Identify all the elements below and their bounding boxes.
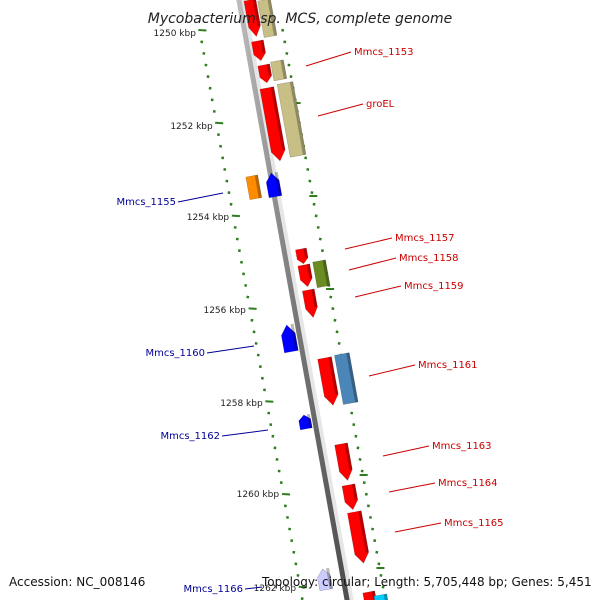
topology-text: Topology: circular; Length: 5,705,448 bp… <box>262 575 592 589</box>
gene-feature <box>245 174 263 201</box>
label-leader-line <box>317 103 364 117</box>
gene-feature <box>373 593 389 600</box>
genome-backbone <box>236 0 350 600</box>
label-leader-line <box>305 51 352 67</box>
label-leader-line <box>206 345 255 354</box>
gene-label: Mmcs_1155 <box>116 197 176 208</box>
scale-label: 1262 kbp <box>254 584 297 594</box>
gene-feature <box>347 510 369 564</box>
gene-label: Mmcs_1159 <box>404 281 464 292</box>
gene-feature <box>257 0 278 38</box>
gene-label: Mmcs_1163 <box>432 441 492 452</box>
gene-feature <box>302 288 318 319</box>
label-leader-line <box>354 285 402 298</box>
gene-label: Mmcs_1153 <box>354 47 414 58</box>
gene-label: Mmcs_1158 <box>399 253 459 264</box>
gene-feature <box>317 567 334 592</box>
scale-label: 1254 kbp <box>187 213 230 223</box>
gene-feature <box>334 352 359 405</box>
gene-feature <box>259 86 286 162</box>
gene-labels: Mmcs_1153 groEL Mmcs_1155 Mmcs_1157 Mmcs_115… <box>116 47 503 595</box>
gene-label: Mmcs_1165 <box>444 518 504 529</box>
label-leader-line <box>221 429 269 437</box>
label-leader-line <box>348 257 397 271</box>
label-leader-line <box>382 445 430 457</box>
label-leader-line <box>244 586 263 590</box>
gene-feature <box>341 483 359 511</box>
gene-features <box>243 0 389 600</box>
gene-feature <box>312 259 331 289</box>
scale-label: 1256 kbp <box>203 306 246 316</box>
gene-feature <box>265 171 283 199</box>
gene-feature <box>295 247 309 265</box>
accession-text: Accession: NC_008146 <box>9 575 146 589</box>
label-leader-line <box>368 364 416 377</box>
label-leader-line <box>177 192 224 203</box>
scale-label: 1250 kbp <box>154 29 197 39</box>
gene-feature <box>243 0 261 37</box>
gene-label: Mmcs_1161 <box>418 360 478 371</box>
label-leader-line <box>344 237 393 250</box>
scale-label: 1252 kbp <box>170 122 213 132</box>
tick-marks: 1250 kbp 1252 kbp 1254 kbp 1256 kbp 1258 kbp… <box>154 28 387 600</box>
gene-label: groEL <box>366 99 395 110</box>
gene-feature <box>276 81 307 158</box>
gene-feature <box>334 442 353 481</box>
scale-label: 1260 kbp <box>237 490 280 500</box>
gene-feature <box>270 59 288 82</box>
gene-label: Mmcs_1164 <box>438 478 498 489</box>
gene-label: Mmcs_1166 <box>183 584 243 595</box>
scale-label: 1258 kbp <box>220 399 263 409</box>
map-title: Mycobacterium sp. MCS, complete genome <box>148 11 453 27</box>
gene-feature <box>281 323 299 354</box>
gene-label: Mmcs_1162 <box>160 431 220 442</box>
gene-feature <box>257 63 273 84</box>
gene-feature <box>298 413 313 431</box>
gene-label: Mmcs_1160 <box>145 348 205 359</box>
label-leader-line <box>394 522 442 533</box>
gene-feature <box>317 356 339 406</box>
gene-label: Mmcs_1157 <box>395 233 455 244</box>
gene-feature <box>297 263 313 288</box>
label-leader-line <box>388 482 436 493</box>
gene-feature <box>251 39 266 62</box>
